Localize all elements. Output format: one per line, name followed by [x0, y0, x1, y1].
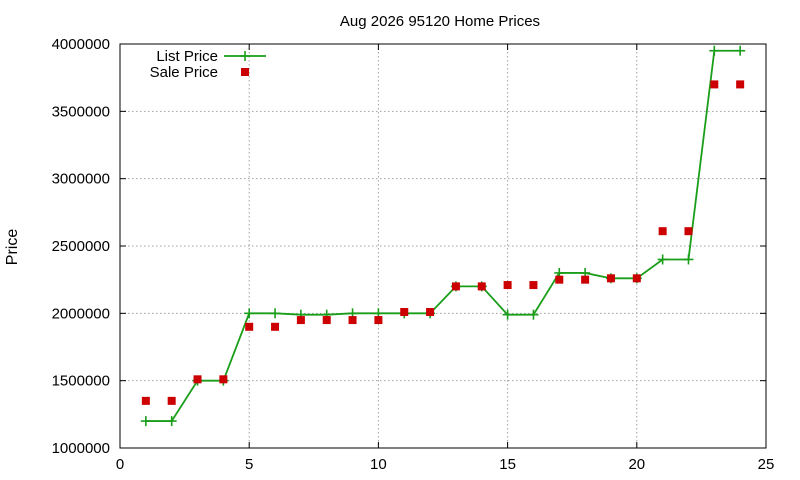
legend-label: Sale Price: [150, 64, 218, 81]
sale-price-point: [374, 316, 383, 325]
y-tick-label: 3500000: [52, 103, 110, 120]
y-tick-label: 2000000: [52, 305, 110, 322]
sale-price-point: [271, 322, 280, 331]
sale-price-point: [348, 316, 357, 325]
sale-price-point: [245, 322, 254, 331]
y-tick-label: 4000000: [52, 36, 110, 53]
list-price-point: [735, 45, 746, 56]
sale-price-point: [322, 316, 331, 325]
sale-price-point: [632, 274, 641, 283]
sale-price-point: [426, 307, 435, 316]
sale-price-point: [581, 275, 590, 284]
sale-price-point: [529, 281, 538, 290]
axis-ticks: 0 5 10 15 20 25 1000000 1500000 2000000 2500000 30…: [52, 36, 775, 473]
list-price-point: [166, 416, 177, 427]
series-sale-price: [141, 80, 745, 405]
y-tick-label: 2500000: [52, 238, 110, 255]
legend-label: List Price: [156, 48, 218, 65]
chart-title: Aug 2026 95120 Home Prices: [340, 13, 540, 30]
list-price-point: [683, 254, 694, 265]
sale-price-point: [219, 375, 228, 384]
list-price-line: [145, 49, 741, 422]
sale-price-point: [193, 375, 202, 384]
y-tick-label: 3000000: [52, 171, 110, 188]
x-tick-label: 0: [116, 456, 124, 473]
sale-price-point: [141, 396, 150, 405]
legend-square-marker: [241, 68, 249, 76]
x-tick-label: 5: [245, 456, 253, 473]
sale-price-point: [400, 307, 409, 316]
sale-price-point: [296, 316, 305, 325]
data-series: [140, 45, 746, 427]
x-tick-label: 20: [628, 456, 645, 473]
sale-price-point: [684, 227, 693, 236]
list-price-point: [270, 308, 281, 319]
sale-price-point: [555, 275, 564, 284]
sale-price-point: [503, 281, 512, 290]
x-tick-label: 10: [370, 456, 387, 473]
list-price-point: [657, 254, 668, 265]
x-tick-label: 25: [758, 456, 775, 473]
sale-price-point: [658, 227, 667, 236]
sale-price-point: [167, 396, 176, 405]
y-tick-label: 1500000: [52, 373, 110, 390]
list-price-point: [709, 45, 720, 56]
y-axis-label: Price: [4, 229, 21, 266]
x-tick-label: 15: [499, 456, 516, 473]
list-price-point: [244, 308, 255, 319]
list-price-point: [502, 309, 513, 320]
legend-plus-marker: [240, 51, 250, 61]
sale-price-point: [710, 80, 719, 89]
sale-price-point: [736, 80, 745, 89]
sale-price-point: [477, 282, 486, 291]
sale-price-point: [451, 282, 460, 291]
grid-lines: [120, 44, 766, 448]
list-price-point: [528, 309, 539, 320]
sale-price-point: [606, 274, 615, 283]
list-price-point: [140, 416, 151, 427]
y-tick-label: 1000000: [52, 440, 110, 457]
